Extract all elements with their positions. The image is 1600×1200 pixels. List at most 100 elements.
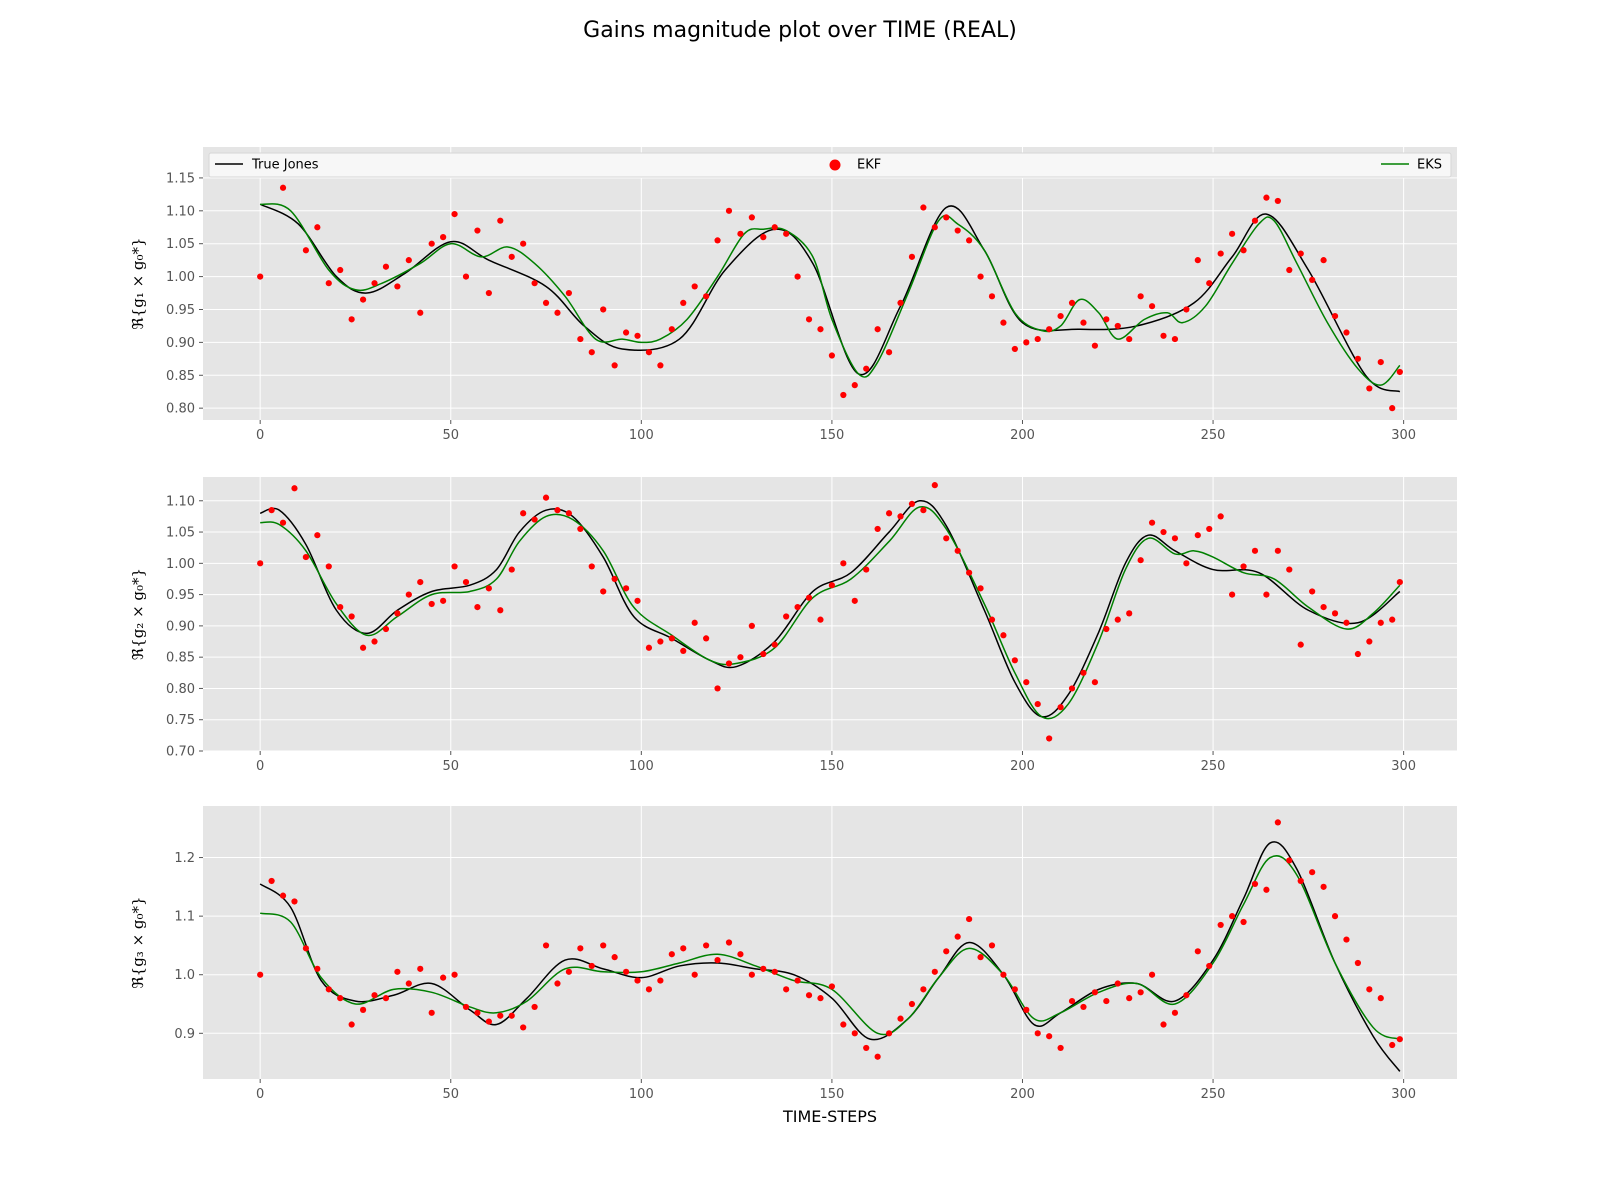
ekf-point: [1343, 619, 1350, 626]
ekf-point: [428, 600, 435, 608]
ekf-point: [885, 1030, 893, 1037]
ekf-point: [737, 654, 744, 661]
ekf-point: [1148, 971, 1156, 978]
x-tick-label: 200: [1010, 759, 1035, 774]
y-tick-label: 1.2: [174, 851, 195, 866]
x-tick-label: 100: [629, 759, 654, 774]
x-tick-label: 200: [1010, 428, 1035, 443]
ekf-point: [725, 207, 733, 214]
ekf-point: [554, 980, 561, 987]
ekf-point: [428, 1009, 435, 1016]
x-tick-label: 100: [629, 1087, 654, 1102]
ekf-point: [680, 647, 687, 655]
ekf-point: [645, 349, 653, 356]
ekf-point: [1331, 913, 1339, 920]
ekf-point: [474, 1009, 481, 1016]
ekf-point: [1251, 547, 1259, 554]
ekf-point: [1183, 992, 1190, 999]
ekf-point: [703, 635, 710, 642]
ekf-point: [1297, 877, 1304, 885]
ekf-point: [1160, 1021, 1167, 1028]
ekf-point: [520, 240, 527, 247]
ekf-point: [840, 1021, 847, 1028]
x-tick-label: 150: [819, 759, 844, 774]
y-tick-label: 1.10: [166, 494, 195, 509]
ekf-point: [703, 293, 710, 300]
ekf-point: [405, 591, 412, 598]
ekf-point: [737, 951, 744, 958]
ekf-point: [462, 578, 470, 586]
ekf-point: [1309, 276, 1316, 283]
subplot-2: 0 50 100 150 200 250 300 0.70 0.75 0.80 0.85 0.90 0.…: [129, 477, 1457, 774]
ekf-point: [325, 563, 332, 570]
x-tick-label: 250: [1201, 759, 1226, 774]
ekf-point: [279, 892, 287, 899]
ekf-point: [1396, 578, 1403, 586]
ekf-point: [588, 962, 595, 970]
y-tick-label: 0.70: [166, 745, 195, 760]
ekf-point: [371, 280, 378, 287]
ekf-point: [1263, 591, 1270, 598]
plot-area: [203, 147, 1457, 420]
ekf-point: [1114, 616, 1121, 623]
series-group: [257, 819, 1403, 1072]
ekf-point: [1068, 997, 1076, 1005]
legend-label-eks: EKS: [1417, 158, 1442, 173]
ekf-point: [748, 214, 755, 221]
ekf-point: [885, 349, 893, 356]
ekf-point: [440, 597, 447, 604]
ekf-point: [920, 204, 927, 211]
series-line-true-jones: [259, 500, 1401, 718]
ekf-point: [405, 257, 412, 264]
subplot-1: 0 50 100 150 200 250 300 0.80 0.85 0.90 0.95 1.00 1.…: [129, 147, 1457, 443]
ekf-point: [714, 237, 721, 244]
ekf-point: [908, 253, 916, 260]
ekf-point: [1274, 547, 1281, 554]
ekf-point: [1320, 604, 1327, 611]
ekf-point: [382, 625, 390, 633]
ekf-point: [828, 582, 836, 589]
x-tick-label: 50: [442, 1087, 459, 1102]
ekf-point: [1297, 250, 1304, 257]
ekf-point: [622, 968, 630, 975]
ekf-point: [1217, 250, 1224, 257]
ekf-point: [1309, 588, 1316, 595]
ekf-point: [417, 309, 424, 316]
y-tick-label: 0.85: [166, 369, 195, 384]
ekf-point: [714, 685, 721, 692]
ekf-point: [1366, 986, 1373, 993]
ekf-point: [462, 273, 470, 280]
x-tick-label: 0: [256, 428, 264, 443]
ekf-point: [1011, 986, 1018, 993]
x-tick-label: 150: [819, 428, 844, 443]
ekf-point: [794, 604, 801, 611]
ekf-point: [1366, 638, 1373, 645]
ekf-point: [634, 977, 641, 984]
plot-area: [203, 477, 1457, 751]
ekf-point: [1148, 303, 1156, 310]
ekf-point: [783, 230, 790, 237]
ekf-point: [600, 588, 607, 595]
x-tick-label: 0: [256, 1087, 264, 1102]
ekf-point: [302, 945, 310, 952]
y-tick-label: 1.15: [166, 171, 195, 186]
ekf-point: [428, 240, 435, 247]
x-tick-label: 300: [1391, 428, 1416, 443]
ekf-point: [611, 362, 618, 369]
ekf-point: [302, 553, 310, 561]
ekf-point: [382, 995, 390, 1002]
x-tick-label: 250: [1201, 1087, 1226, 1102]
x-axis-label: TIME-STEPS: [782, 1107, 877, 1126]
ekf-point: [874, 1053, 881, 1060]
ekf-point: [817, 326, 824, 333]
series-line-eks: [260, 505, 1401, 720]
x-tick-label: 50: [442, 428, 459, 443]
ekf-point: [1000, 632, 1007, 639]
legend-label-ekf: EKF: [857, 158, 881, 173]
ekf-point: [1274, 197, 1281, 205]
ekf-point: [1137, 989, 1144, 996]
ekf-point: [474, 227, 481, 234]
ekf-point: [828, 352, 836, 359]
ekf-point: [725, 939, 733, 946]
ekf-point: [622, 585, 630, 592]
